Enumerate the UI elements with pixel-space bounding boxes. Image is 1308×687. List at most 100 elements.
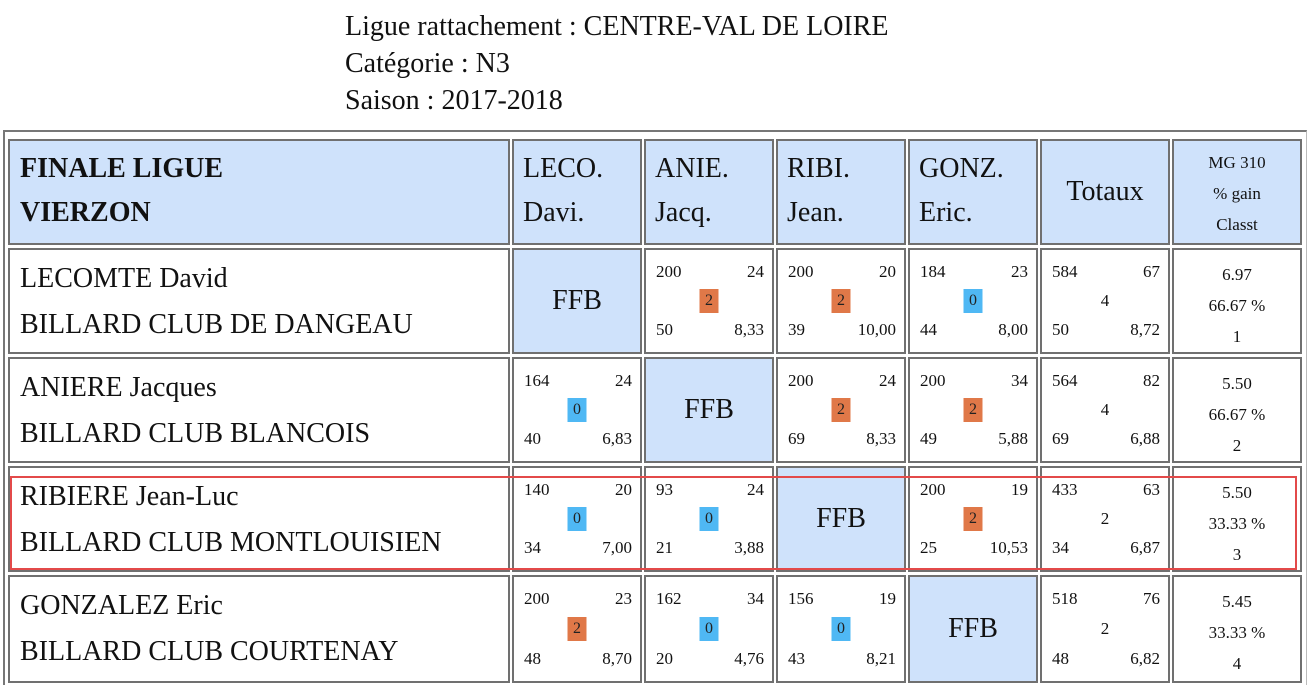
total-reprises: 67	[1143, 262, 1160, 281]
match-cell: 200 24 2 69 8,33	[776, 357, 906, 463]
total-reprises: 63	[1143, 480, 1160, 499]
match-points: 200	[788, 262, 814, 281]
match-reprises: 20	[615, 480, 632, 499]
mg-header: MG 310 % gain Classt	[1172, 139, 1302, 245]
match-cell: 140 20 0 34 7,00	[512, 466, 642, 572]
match-points: 164	[524, 371, 550, 390]
player-cell: GONZALEZ Eric BILLARD CLUB COURTENAY	[8, 575, 510, 683]
totals-cell: 584 67 4 50 8,72	[1040, 248, 1170, 354]
match-serie: 34	[524, 538, 541, 557]
total-match-points: 4	[1100, 400, 1110, 419]
totals-cell: 433 63 2 34 6,87	[1040, 466, 1170, 572]
match-moyenne: 10,53	[989, 538, 1028, 557]
match-points: 200	[920, 480, 946, 499]
match-cell: 200 34 2 49 5,88	[908, 357, 1038, 463]
match-moyenne: 3,88	[734, 538, 764, 557]
mg-cell: 5.50 33.33 % 3	[1172, 466, 1302, 572]
mg-value: 5.50	[1222, 483, 1252, 502]
match-reprises: 24	[747, 480, 764, 499]
total-moyenne: 6,82	[1130, 649, 1160, 668]
match-serie: 44	[920, 320, 937, 339]
table-title: FINALE LIGUE VIERZON	[8, 139, 510, 245]
classement: 4	[1232, 654, 1242, 673]
mg-value: 6.97	[1222, 265, 1252, 284]
player-club: BILLARD CLUB BLANCOIS	[20, 418, 371, 449]
match-points: 140	[524, 480, 550, 499]
match-cell: 200 20 2 39 10,00	[776, 248, 906, 354]
total-serie: 34	[1052, 538, 1069, 557]
player-club: BILLARD CLUB COURTENAY	[20, 636, 399, 667]
match-points: 184	[920, 262, 946, 281]
total-match-points: 2	[1100, 619, 1110, 638]
ffb-cell: FFB	[512, 248, 642, 354]
match-points: 200	[788, 371, 814, 390]
win-badge: 2	[567, 617, 587, 641]
win-badge: 2	[699, 289, 719, 313]
match-cell: 184 23 0 44 8,00	[908, 248, 1038, 354]
classement: 1	[1232, 327, 1242, 346]
ligue-label: Ligue rattachement : CENTRE-VAL DE LOIRE	[345, 11, 889, 42]
match-reprises: 19	[879, 589, 896, 608]
saison-label: Saison : 2017-2018	[345, 85, 563, 116]
mg-cell: 6.97 66.67 % 1	[1172, 248, 1302, 354]
totaux-header: Totaux	[1040, 139, 1170, 245]
classement: 2	[1232, 436, 1242, 455]
player-club: BILLARD CLUB DE DANGEAU	[20, 309, 413, 340]
match-points: 162	[656, 589, 682, 608]
loss-badge: 0	[699, 617, 719, 641]
table-title-line1: FINALE LIGUE	[20, 153, 224, 184]
match-points: 93	[656, 480, 673, 499]
total-moyenne: 8,72	[1130, 320, 1160, 339]
player-cell: RIBIERE Jean-Luc BILLARD CLUB MONTLOUISIE…	[8, 466, 510, 572]
match-reprises: 23	[1011, 262, 1028, 281]
mg-header-line2: % gain	[1213, 184, 1261, 203]
match-points: 200	[656, 262, 682, 281]
loss-badge: 0	[567, 398, 587, 422]
match-serie: 48	[524, 649, 541, 668]
loss-badge: 0	[963, 289, 983, 313]
match-moyenne: 8,00	[998, 320, 1028, 339]
match-serie: 20	[656, 649, 673, 668]
column-header-line2: Eric.	[919, 197, 973, 228]
win-badge: 2	[831, 398, 851, 422]
match-moyenne: 7,00	[602, 538, 632, 557]
match-reprises: 19	[1011, 480, 1028, 499]
match-serie: 69	[788, 429, 805, 448]
ffb-label: FFB	[816, 503, 866, 534]
totals-cell: 564 82 4 69 6,88	[1040, 357, 1170, 463]
mg-value: 5.45	[1222, 592, 1252, 611]
player-club: BILLARD CLUB MONTLOUISIEN	[20, 527, 442, 558]
total-points: 518	[1052, 589, 1078, 608]
ffb-label: FFB	[684, 394, 734, 425]
total-match-points: 2	[1100, 509, 1110, 528]
match-reprises: 24	[879, 371, 896, 390]
column-header-line2: Jacq.	[655, 197, 712, 228]
match-serie: 40	[524, 429, 541, 448]
ffb-label: FFB	[948, 613, 998, 644]
ffb-cell: FFB	[908, 575, 1038, 683]
classement: 3	[1232, 545, 1242, 564]
total-serie: 48	[1052, 649, 1069, 668]
match-moyenne: 8,33	[866, 429, 896, 448]
column-header-line2: Davi.	[523, 197, 585, 228]
win-badge: 2	[963, 507, 983, 531]
total-moyenne: 6,88	[1130, 429, 1160, 448]
column-header-2: ANIE. Jacq.	[644, 139, 774, 245]
match-cell: 200 19 2 25 10,53	[908, 466, 1038, 572]
gain-percent: 33.33 %	[1208, 623, 1266, 642]
match-moyenne: 10,00	[857, 320, 896, 339]
match-cell: 164 24 0 40 6,83	[512, 357, 642, 463]
gain-percent: 66.67 %	[1208, 405, 1266, 424]
column-header-3: RIBI. Jean.	[776, 139, 906, 245]
total-points: 433	[1052, 480, 1078, 499]
column-header-line1: LECO.	[523, 153, 604, 184]
mg-header-line1: MG 310	[1208, 153, 1266, 172]
match-reprises: 20	[879, 262, 896, 281]
match-reprises: 34	[1011, 371, 1028, 390]
totaux-label: Totaux	[1066, 176, 1144, 207]
match-reprises: 24	[747, 262, 764, 281]
loss-badge: 0	[567, 507, 587, 531]
table-title-line2: VIERZON	[20, 197, 151, 228]
match-reprises: 23	[615, 589, 632, 608]
match-serie: 50	[656, 320, 673, 339]
